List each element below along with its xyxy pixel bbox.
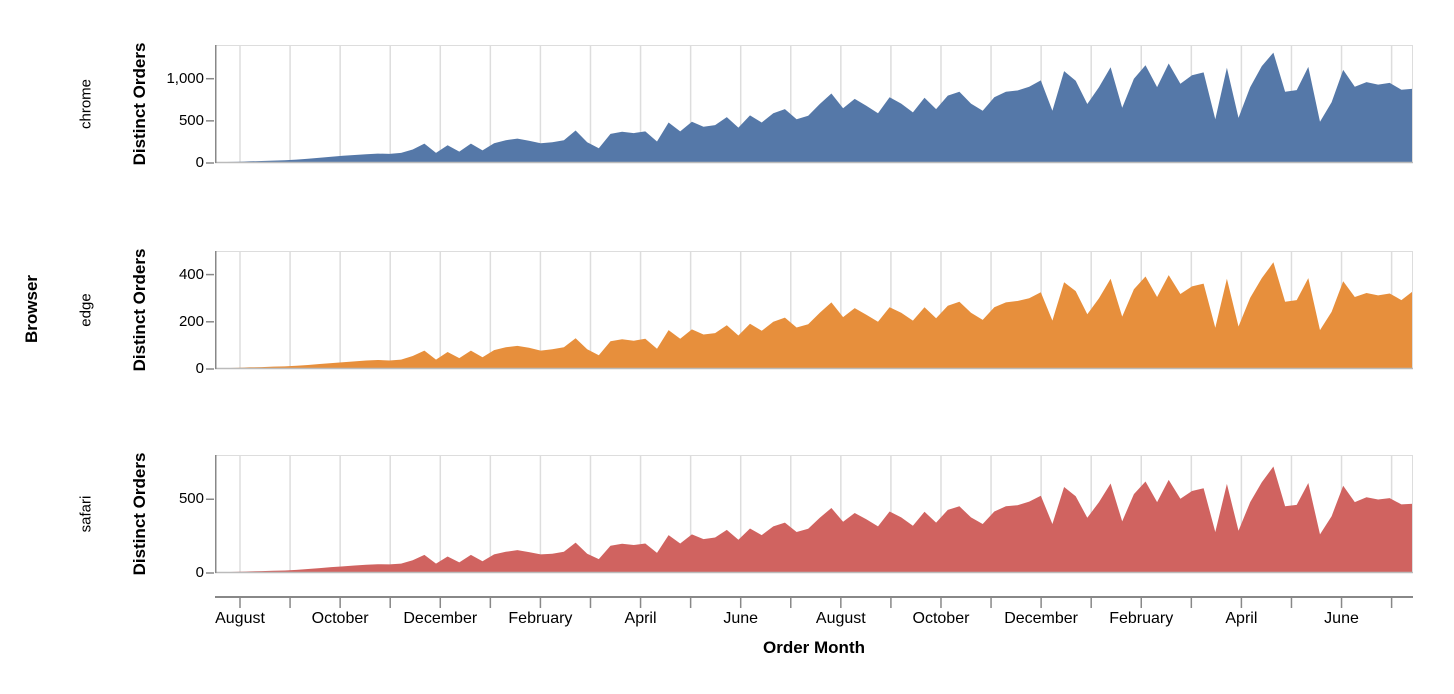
x-tick-label: April <box>1225 610 1258 627</box>
x-tick-label: October <box>311 610 369 627</box>
area-plot-edge <box>206 251 1413 370</box>
y-tick-label: 400 <box>178 265 204 283</box>
x-tick-label: June <box>723 610 759 627</box>
x-tick-label: October <box>912 610 970 627</box>
area-series-chrome <box>215 52 1413 163</box>
area-series-safari <box>215 466 1413 573</box>
area-plot-chrome <box>206 45 1413 164</box>
area-series-edge <box>215 262 1413 369</box>
x-tick-label: February <box>508 610 573 627</box>
facet-panel-safari: safari Distinct Orders 0 500 <box>0 452 1454 581</box>
area-plot-safari <box>206 455 1413 574</box>
y-axis-title: Distinct Orders <box>130 452 149 576</box>
y-tick-label: 500 <box>178 111 204 129</box>
x-tick-label: December <box>1004 610 1079 627</box>
y-tick-label: 0 <box>195 360 204 377</box>
y-axis-title: Distinct Orders <box>130 42 149 166</box>
x-tick-label: August <box>215 610 265 627</box>
x-tick-label: August <box>815 610 866 627</box>
facet-panel-edge: edge Distinct Orders 0 200 400 <box>0 249 1454 377</box>
x-tick-label: April <box>624 610 657 627</box>
facet-panel-chrome: chrome Distinct Orders 0 500 1,000 <box>0 42 1454 171</box>
x-axis <box>215 596 1413 608</box>
x-axis-title: Order Month <box>763 638 865 657</box>
y-tick-label: 0 <box>195 564 204 581</box>
y-tick-label: 500 <box>178 490 204 508</box>
y-tick-label: 1,000 <box>166 69 204 87</box>
x-tick-label: February <box>1109 610 1174 627</box>
y-tick-label: 200 <box>178 312 204 330</box>
y-tick-label: 0 <box>195 154 204 171</box>
x-tick-label: June <box>1324 610 1359 627</box>
x-tick-label: December <box>403 610 478 627</box>
